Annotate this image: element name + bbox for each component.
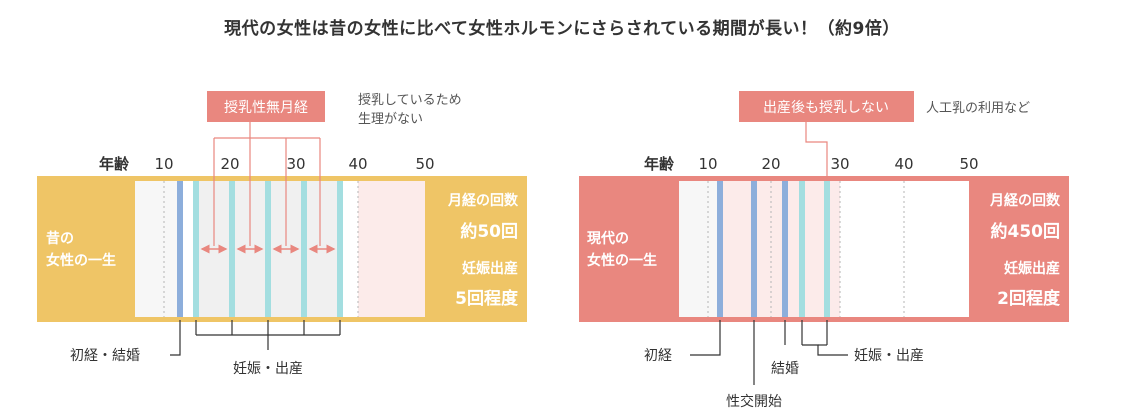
old-menstruation-label: 月経の回数 [447,192,519,209]
page-title: 現代の女性は昔の女性に比べて女性ホルモンにさらされている期間が長い！（約9倍） [224,19,900,39]
modern-menarche-bar [717,181,723,317]
modern-menstruation-label: 月経の回数 [989,192,1061,209]
old-menarche-marriage-label: 初経・結婚 [70,347,140,364]
old-callout-label: 授乳性無月経 [224,100,308,116]
old-callout-note-2: 生理がない [358,112,423,127]
modern-marriage-bar [782,181,788,317]
modern-pregnancy-value: 2回程度 [997,288,1061,309]
old-tick-10: 10 [154,155,173,173]
modern-pregnancy-bars [799,181,830,317]
old-annotation-lines [170,320,341,356]
old-pregnancy-birth-label: 妊娠・出産 [233,361,303,377]
modern-callout-connectors [805,122,828,181]
old-menstruation-value: 約50回 [460,221,518,242]
modern-menarche-label: 初経 [644,347,672,364]
old-tick-40: 40 [348,155,367,173]
modern-callout-label: 出産後も授乳しない [763,100,889,116]
modern-side-label-2: 女性の一生 [587,252,657,269]
modern-menstruation-value: 約450回 [991,221,1061,242]
panel-old: 授乳性無月経 授乳しているため 生理がない 年齢 10 20 30 40 50 … [37,91,527,377]
modern-tick-10: 10 [698,155,717,173]
old-age-label: 年齢 [99,155,130,173]
modern-tick-40: 40 [894,155,913,173]
old-callout-connectors [213,122,321,246]
old-post-area [358,181,425,317]
modern-side-label-1: 現代の [587,230,629,247]
panel-modern: 出産後も授乳しない 人工乳の利用など 年齢 10 20 30 40 50 現代の… [579,91,1069,410]
old-side-label-2: 女性の一生 [46,252,116,269]
old-pregnancy-value: 5回程度 [455,288,519,309]
old-side-label-1: 昔の [46,231,74,247]
modern-pregnancy-birth-label: 妊娠・出産 [854,348,924,364]
modern-pregnancy-label: 妊娠出産 [1004,260,1060,277]
modern-callout-note-1: 人工乳の利用など [926,101,1030,116]
modern-sex-start-label: 性交開始 [726,393,782,410]
old-callout-note-1: 授乳しているため [358,93,462,108]
old-pregnancy-label: 妊娠出産 [462,260,518,277]
modern-tick-20: 20 [761,155,780,173]
old-tick-50: 50 [415,155,434,173]
modern-tick-labels: 10 20 30 40 50 [698,155,978,173]
old-tick-30: 30 [286,155,305,173]
old-tick-20: 20 [220,155,239,173]
old-callout-box [207,91,325,122]
modern-sex-start-bar [751,181,757,317]
modern-age-label: 年齢 [644,155,675,173]
modern-post-area [840,181,969,317]
modern-annotation-lines [690,320,848,385]
modern-tick-30: 30 [830,155,849,173]
old-pregnancy-bars [193,181,343,317]
modern-marriage-label: 結婚 [771,361,799,377]
old-tick-labels: 10 20 30 40 50 [154,155,434,173]
modern-tick-50: 50 [959,155,978,173]
old-menarche-bar [177,181,183,317]
modern-callout-box [739,91,914,122]
